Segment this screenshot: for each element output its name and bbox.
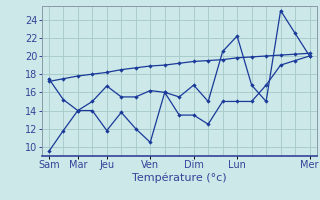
X-axis label: Température (°c): Température (°c) <box>132 173 227 183</box>
